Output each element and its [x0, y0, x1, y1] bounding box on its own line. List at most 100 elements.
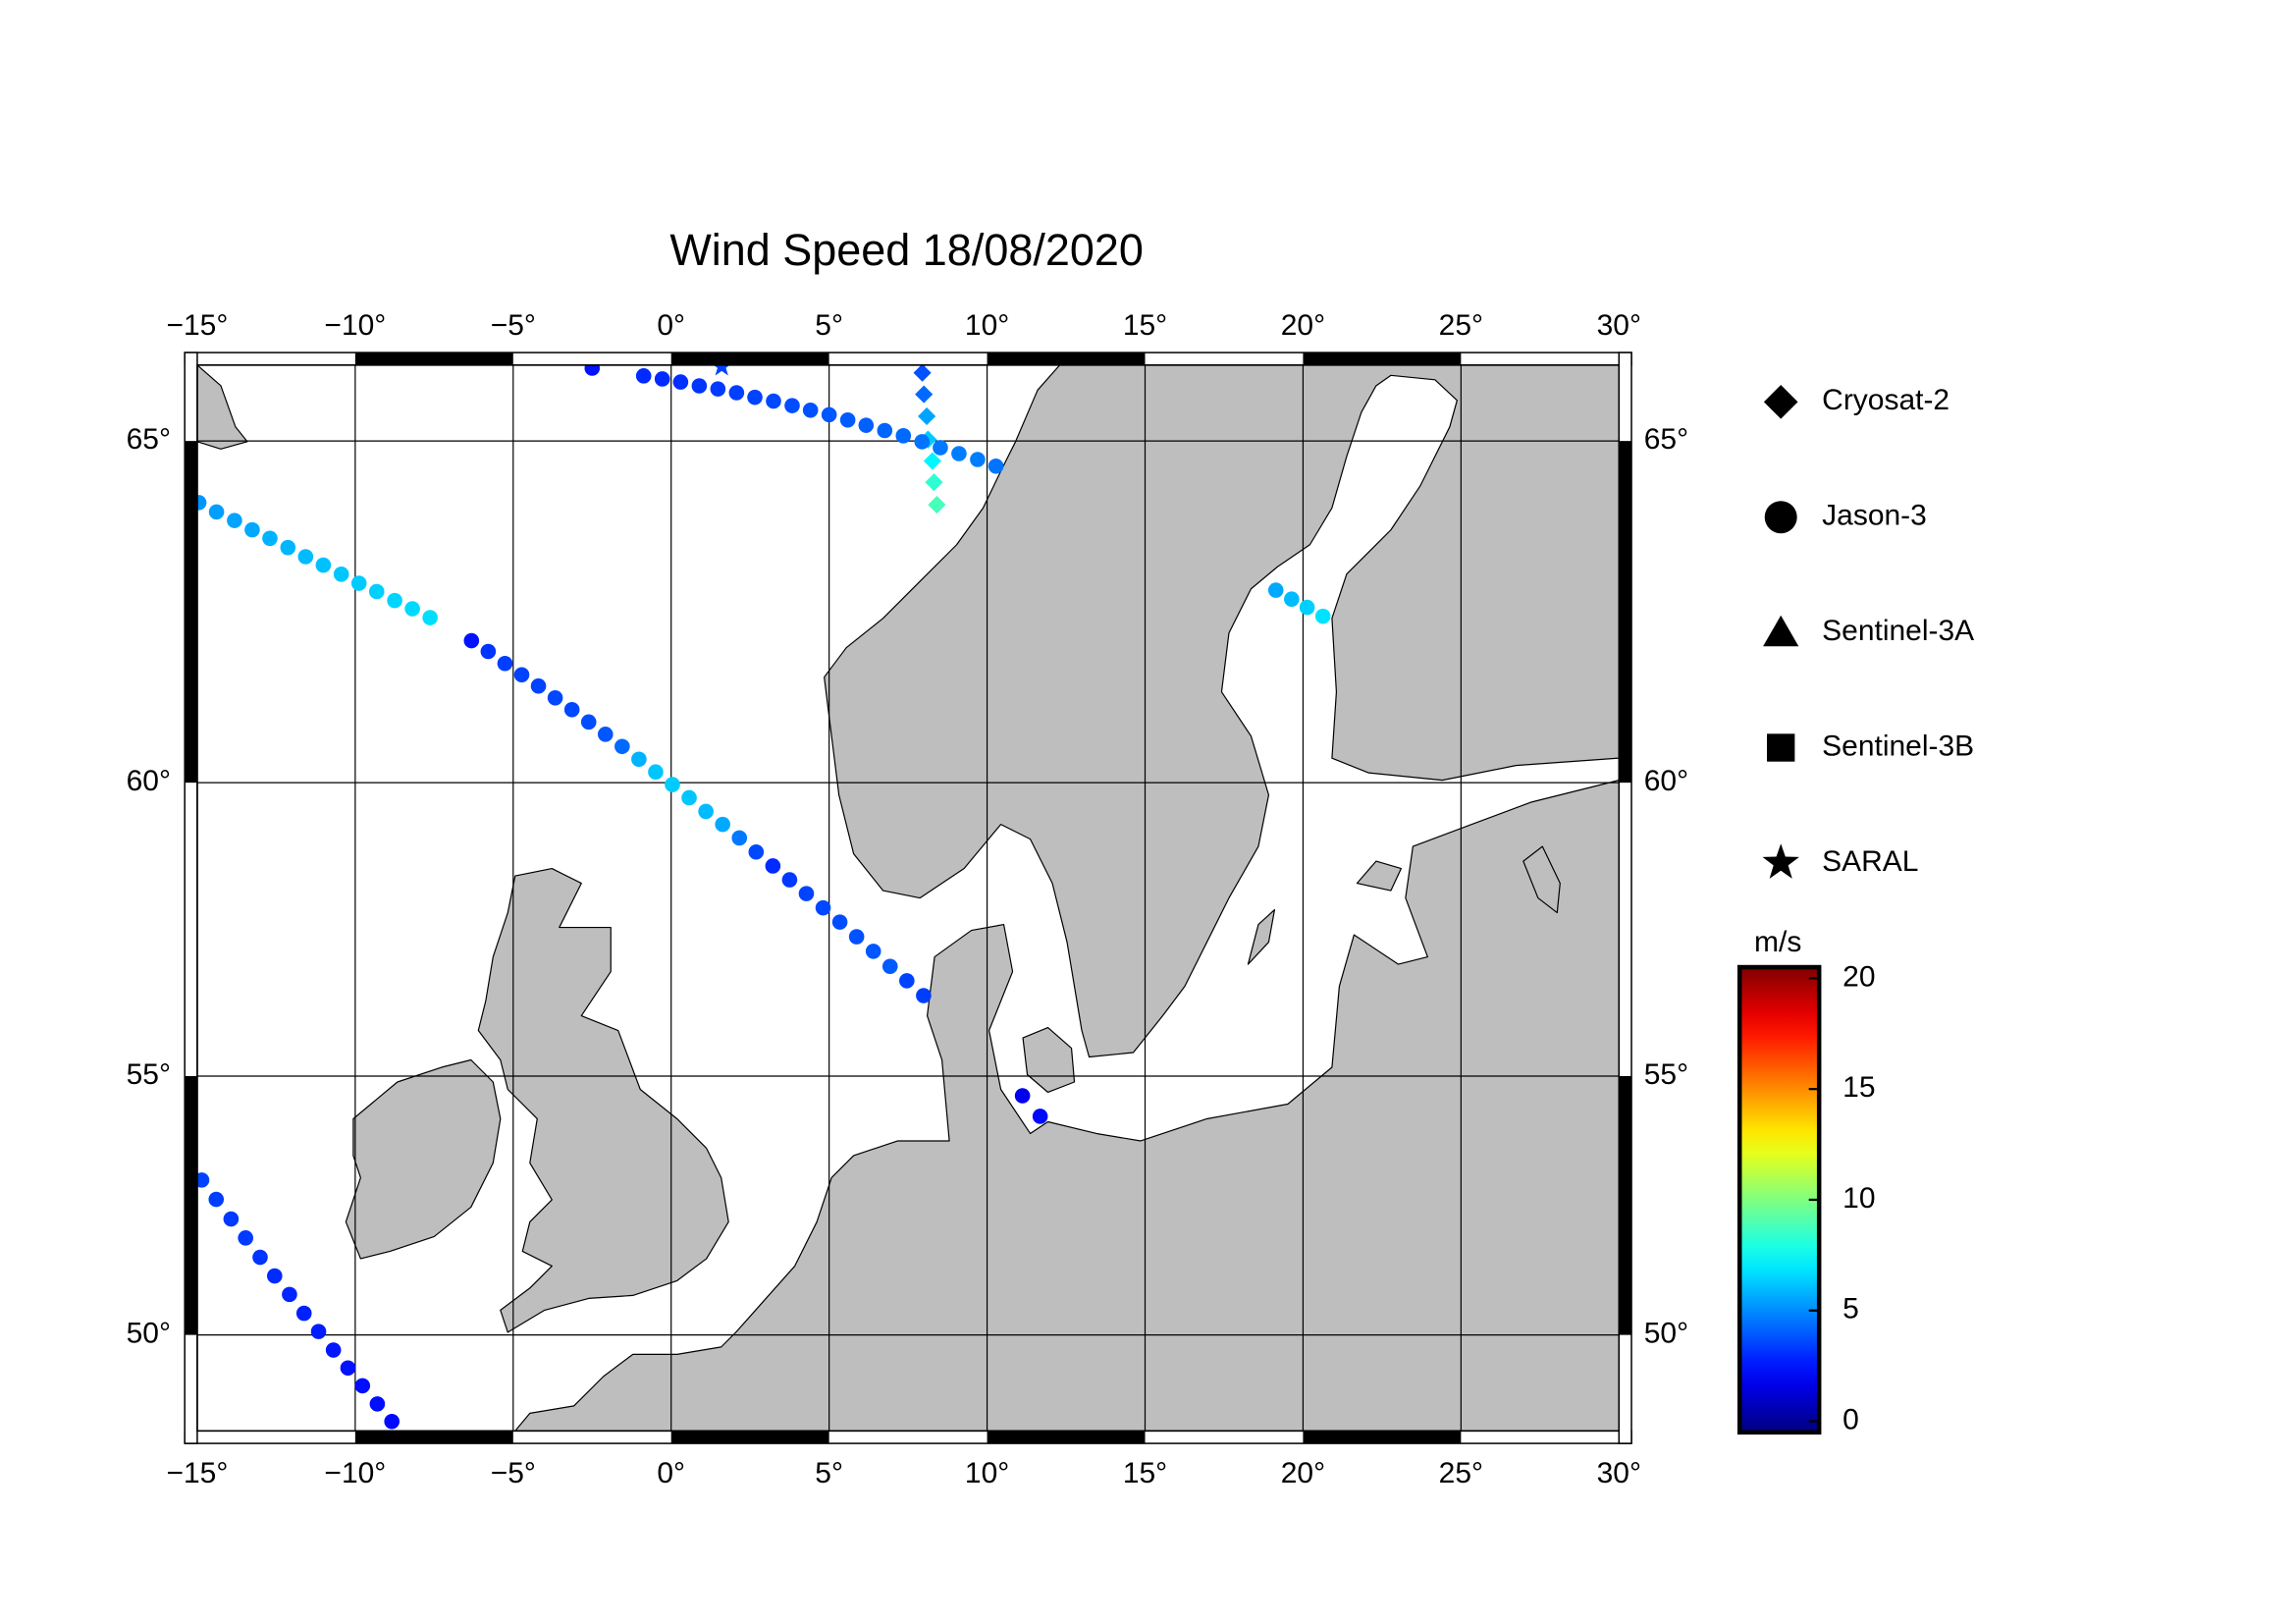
observation-diamond	[925, 473, 943, 492]
x-tick-label: 30°	[1597, 1457, 1641, 1489]
y-tick-label: 55°	[127, 1058, 171, 1091]
land	[477, 867, 729, 1333]
observation-circle	[333, 567, 349, 582]
land	[1522, 845, 1561, 914]
observation-circle	[798, 886, 815, 901]
legend-marker	[1767, 733, 1795, 762]
x-tick-label: 0°	[657, 1457, 685, 1489]
land	[1356, 860, 1402, 892]
observation-circle	[648, 764, 664, 781]
observation-circle	[654, 371, 670, 387]
y-tick-label: 65°	[127, 423, 171, 456]
frame-segment	[670, 1431, 829, 1444]
y-tick-label: 60°	[1644, 765, 1688, 797]
map-frame: −15° −15° −10° −10° −5° −5° 0° 0° 5° 5° 10° 10° 15° 1…	[127, 309, 1688, 1489]
legend-label: Sentinel-3B	[1822, 730, 1974, 762]
observation-circle	[384, 1413, 400, 1430]
frame-segment	[1619, 1075, 1632, 1335]
frame-segment	[1619, 441, 1632, 784]
observation-circle	[208, 1191, 225, 1208]
observation-circle	[340, 1360, 356, 1377]
x-tick-label: 20°	[1281, 309, 1325, 342]
observation-circle	[266, 1268, 283, 1284]
observation-circle	[404, 601, 420, 617]
observation-circle	[691, 378, 708, 394]
colorbar-tick-label: 0	[1842, 1403, 1859, 1435]
observation-circle	[422, 610, 438, 625]
observation-circle	[747, 389, 763, 406]
observation-circle	[1284, 591, 1300, 608]
observation-circle	[295, 1305, 312, 1322]
observation-circle	[252, 1249, 268, 1266]
observation-circle	[821, 406, 837, 423]
map-border	[196, 364, 1621, 1433]
observation-diamond	[923, 452, 941, 470]
observation-circle	[865, 944, 881, 959]
legend-marker	[1763, 384, 1798, 419]
observation-circle	[784, 398, 800, 413]
observation-circle	[530, 677, 547, 694]
observation-circle	[1267, 582, 1284, 598]
y-tick-label: 50°	[127, 1318, 171, 1350]
observation-diamond	[915, 385, 934, 404]
observation-circle	[748, 843, 765, 860]
y-tick-label: 65°	[1644, 423, 1688, 456]
frame-segment	[987, 1431, 1146, 1444]
observation-diamond	[928, 496, 946, 514]
observation-circle	[1014, 1088, 1031, 1104]
observation-circle	[563, 701, 580, 718]
land	[824, 364, 1620, 1058]
frame-segment	[354, 1431, 513, 1444]
observation-circle	[297, 549, 314, 565]
colorbar-tick-label: 20	[1842, 960, 1875, 993]
legend-marker	[1763, 615, 1799, 647]
x-tick-label: −10°	[324, 309, 386, 342]
observation-circle	[715, 816, 730, 833]
frame-segment	[670, 352, 829, 365]
y-tick-label: 50°	[1644, 1318, 1688, 1350]
x-tick-label: 25°	[1439, 309, 1483, 342]
map-title: Wind Speed 18/08/2020	[669, 225, 1144, 275]
observation-circle	[1299, 599, 1315, 616]
observation-circle	[681, 789, 697, 806]
frame-segment	[1303, 352, 1462, 365]
observation-circle	[710, 381, 726, 397]
y-tick-label: 55°	[1644, 1058, 1688, 1091]
observation-circle	[497, 655, 513, 672]
observation-circle	[325, 1342, 342, 1358]
graticule	[196, 364, 1620, 1432]
x-tick-label: 0°	[657, 309, 685, 342]
observation-circle	[584, 364, 601, 376]
observation-circle	[282, 1286, 297, 1303]
legend-label: Sentinel-3A	[1822, 615, 1974, 647]
frame-segment	[185, 1075, 197, 1335]
observation-circle	[766, 393, 781, 409]
x-tick-label: 30°	[1597, 309, 1641, 342]
x-tick-label: 15°	[1123, 309, 1167, 342]
legend: Cryosat-2 Jason-3 Sentinel-3A Sentinel-3B SA…	[1762, 384, 1974, 879]
observation-circle	[315, 557, 332, 573]
x-tick-label: 10°	[965, 309, 1009, 342]
legend-marker	[1764, 501, 1797, 534]
frame-segment	[1303, 1431, 1462, 1444]
land-layer	[196, 364, 1620, 1432]
observation-circle	[368, 583, 385, 600]
observation-circle	[781, 872, 798, 888]
observation-circle	[728, 385, 745, 401]
observation-circle	[970, 452, 986, 467]
observation-circle	[387, 592, 402, 609]
x-tick-label: −5°	[491, 1457, 536, 1489]
frame-segment	[185, 441, 197, 784]
observation-circle	[698, 803, 714, 820]
observation-circle	[802, 403, 819, 418]
observation-circle	[208, 504, 225, 520]
observation-circle	[881, 958, 898, 975]
colorbar: m/s 0 5 10 15 20	[1736, 926, 1876, 1435]
observation-circle	[614, 738, 630, 755]
observation-circle	[196, 1172, 210, 1188]
observation-circle	[831, 914, 848, 930]
observation-circle	[858, 417, 875, 433]
observation-circle	[672, 374, 689, 390]
land	[196, 364, 248, 450]
